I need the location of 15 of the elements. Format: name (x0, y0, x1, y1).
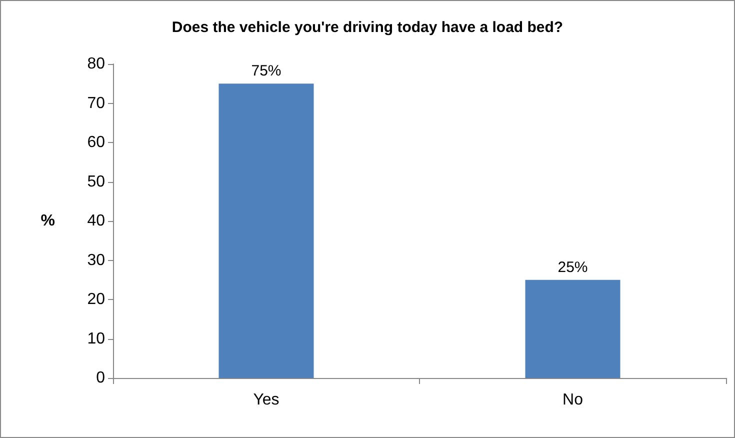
y-tick-label: 60 (87, 134, 106, 151)
y-tick-label: 70 (87, 94, 106, 112)
y-tick-label: 20 (87, 291, 106, 308)
data-label: 75% (251, 62, 282, 80)
x-tick-label: Yes (253, 392, 280, 408)
chart-title: Does the vehicle you're driving today have a load bed? (172, 19, 564, 36)
y-tick-label: 40 (87, 212, 106, 230)
data-label: 25% (558, 258, 588, 276)
y-axis-title: % (40, 212, 55, 230)
y-tick-label: 10 (87, 330, 106, 348)
y-tick-label: 80 (87, 56, 106, 72)
y-tick-label: 30 (87, 252, 106, 269)
x-tick-label: No (562, 392, 584, 408)
y-tick-label: 50 (87, 173, 106, 190)
y-tick-label: 0 (96, 370, 106, 386)
